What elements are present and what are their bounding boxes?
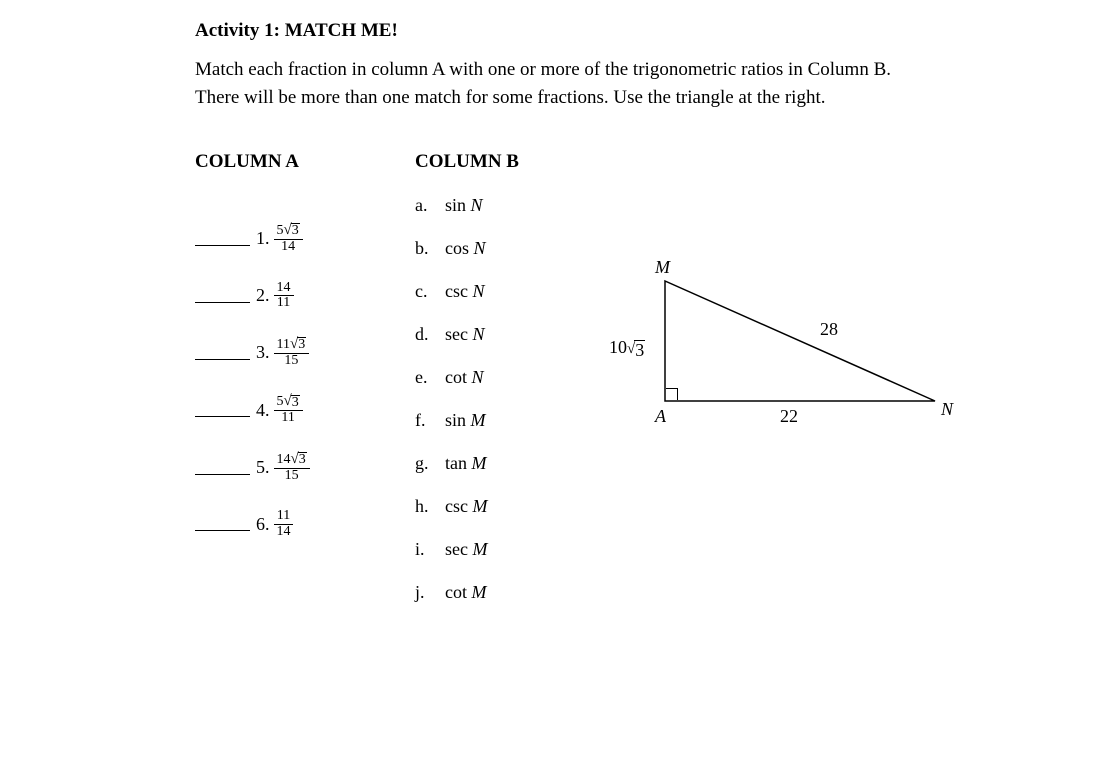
fraction: 11315 [274,337,310,368]
trig-expression: csc N [445,281,485,302]
column-b-list: a.sin Nb.cos Nc.csc Nd.sec Ne.cot Nf.sin… [415,195,605,603]
item-number: 2. [256,285,270,306]
triangle-diagram: M A N 103 22 28 [605,261,965,491]
column-a-heading: COLUMN A [195,151,415,173]
option-letter: d. [415,324,445,345]
vertex-a-label: A [655,406,666,427]
item-number: 5. [256,457,270,478]
trig-expression: cot M [445,582,487,603]
col-b-item-e: e.cot N [415,367,605,388]
answer-blank[interactable] [195,346,250,360]
right-angle-marker [666,388,678,400]
vertex-m-label: M [655,257,670,278]
answer-blank[interactable] [195,289,250,303]
col-b-item-b: b.cos N [415,238,605,259]
column-b-heading: COLUMN B [415,151,605,173]
fraction: 1114 [274,509,294,539]
answer-blank[interactable] [195,403,250,417]
option-letter: i. [415,539,445,560]
col-a-item-4: 4.5311 [195,394,415,425]
col-b-item-h: h.csc M [415,496,605,517]
option-letter: j. [415,582,445,603]
col-a-item-3: 3.11315 [195,337,415,368]
trig-expression: sin M [445,410,486,431]
column-a: COLUMN A 1.5314 2.1411 3.11315 4.5311 5.1431… [195,151,415,566]
col-b-item-g: g.tan M [415,453,605,474]
trig-expression: sec M [445,539,487,560]
col-a-item-1: 1.5314 [195,223,415,254]
answer-blank[interactable] [195,232,250,246]
fraction: 1411 [274,281,294,311]
option-letter: e. [415,367,445,388]
option-letter: c. [415,281,445,302]
option-letter: b. [415,238,445,259]
answer-blank[interactable] [195,461,250,475]
item-number: 6. [256,514,270,535]
option-letter: g. [415,453,445,474]
answer-blank[interactable] [195,517,250,531]
columns-container: COLUMN A 1.5314 2.1411 3.11315 4.5311 5.1431… [195,151,1107,625]
col-a-item-2: 2.1411 [195,281,415,311]
side-mn-label: 28 [820,319,838,340]
col-b-item-j: j.cot M [415,582,605,603]
option-letter: h. [415,496,445,517]
col-b-item-f: f.sin M [415,410,605,431]
trig-expression: cos N [445,238,486,259]
option-letter: f. [415,410,445,431]
triangle-shape [665,281,935,401]
col-a-item-5: 5.14315 [195,452,415,483]
fraction: 5311 [274,394,303,425]
trig-expression: cot N [445,367,484,388]
trig-expression: csc M [445,496,487,517]
col-b-item-c: c.csc N [415,281,605,302]
fraction: 5314 [274,223,303,254]
item-number: 3. [256,342,270,363]
item-number: 1. [256,228,270,249]
side-ma-label: 103 [609,337,645,359]
col-b-item-a: a.sin N [415,195,605,216]
col-b-item-d: d.sec N [415,324,605,345]
item-number: 4. [256,400,270,421]
activity-title: Activity 1: MATCH ME! [195,20,1107,42]
option-letter: a. [415,195,445,216]
col-b-item-i: i.sec M [415,539,605,560]
instructions-text: Match each fraction in column A with one… [195,56,895,111]
col-a-item-6: 6.1114 [195,509,415,539]
vertex-n-label: N [941,399,953,420]
trig-expression: sec N [445,324,485,345]
trig-expression: tan M [445,453,487,474]
fraction: 14315 [274,452,310,483]
column-a-list: 1.5314 2.1411 3.11315 4.5311 5.14315 6.1114 [195,223,415,540]
column-b: COLUMN B a.sin Nb.cos Nc.csc Nd.sec Ne.c… [415,151,605,625]
side-an-label: 22 [780,406,798,427]
worksheet-page: Activity 1: MATCH ME! Match each fractio… [0,0,1107,625]
trig-expression: sin N [445,195,483,216]
